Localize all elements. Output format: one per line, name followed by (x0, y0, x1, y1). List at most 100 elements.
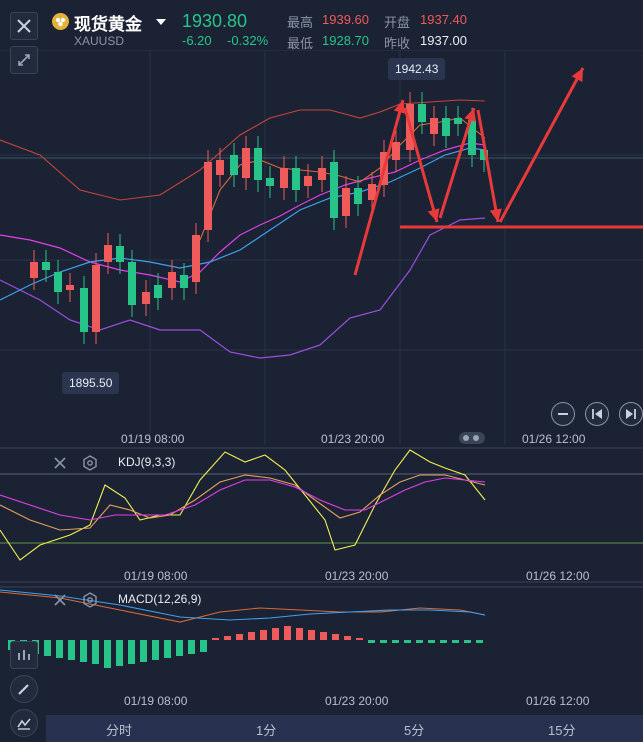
draw-button[interactable] (10, 675, 38, 703)
arrow-up-3 (498, 67, 585, 223)
coin-icon (52, 13, 69, 30)
arrow-down-1 (403, 107, 439, 223)
kdj-close-icon[interactable] (52, 455, 68, 476)
ma-blue (0, 147, 486, 301)
candle-body (468, 120, 476, 155)
macd-bar (344, 636, 351, 640)
candle-body (30, 262, 38, 278)
boll-upper (0, 99, 486, 201)
candle-body (230, 155, 238, 175)
candle-body (66, 285, 74, 290)
next-button[interactable] (619, 402, 643, 426)
macd-bar (392, 640, 399, 643)
candle-body (180, 275, 188, 288)
arrow-up-2-head (464, 108, 477, 122)
time-label: 01/26 12:00 (522, 432, 586, 446)
candle-body (80, 288, 88, 332)
zoom-out-button[interactable] (551, 402, 575, 426)
low-price-tag: 1895.50 (62, 372, 120, 394)
quote-header (0, 0, 643, 50)
prev-button[interactable] (585, 402, 609, 426)
time-label: 01/23 20:00 (321, 432, 385, 446)
arrow-down-2-head (489, 208, 502, 222)
candle-body (266, 178, 274, 186)
macd-bar (200, 640, 207, 652)
arrow-up-3-head (571, 68, 583, 82)
time-label: 01/23 20:00 (325, 694, 389, 708)
instrument-title[interactable]: 现货黄金 (74, 15, 142, 34)
candle-body (192, 235, 200, 282)
open-label: 开盘 (384, 15, 411, 30)
macd-bar (248, 632, 255, 640)
caret-down-icon[interactable] (156, 19, 166, 25)
macd-bar (152, 640, 159, 660)
macd-bar (452, 640, 459, 643)
macd-bar (236, 634, 243, 640)
macd-bar (92, 640, 99, 664)
macd-bar (260, 630, 267, 640)
price-chart[interactable] (0, 50, 643, 715)
kdj-label: KDJ(9,3,3) (118, 455, 176, 469)
time-label: 01/23 20:00 (325, 569, 389, 583)
macd-bar (140, 640, 147, 662)
arrow-up-2 (438, 107, 476, 219)
scroll-handle[interactable] (459, 432, 485, 444)
macd-bar (296, 628, 303, 640)
candle-body (342, 188, 350, 216)
macd-label: MACD(12,26,9) (118, 592, 202, 606)
macd-bar (68, 640, 75, 660)
tab-5min[interactable]: 5分 (404, 723, 425, 738)
indicator-button[interactable] (10, 709, 38, 737)
minus-icon (558, 413, 568, 415)
time-label: 01/19 08:00 (124, 694, 188, 708)
arrow-up-1 (353, 99, 405, 276)
macd-bar (284, 626, 291, 640)
candle-body (154, 285, 162, 298)
kdj-j-line (0, 477, 486, 521)
macd-bar (188, 640, 195, 654)
close-button[interactable] (10, 12, 38, 40)
macd-bar (212, 638, 219, 640)
macd-bar (308, 630, 315, 640)
candle-body (242, 148, 250, 178)
candle-body (254, 148, 262, 180)
macd-bar (416, 640, 423, 643)
tab-15min[interactable]: 15分 (548, 723, 576, 738)
candle-body (280, 168, 288, 188)
macd-bar (356, 638, 363, 640)
eye-button[interactable] (10, 641, 38, 669)
high-value: 1939.60 (322, 12, 369, 27)
tab-timeshare[interactable]: 分时 (106, 723, 133, 738)
candle-body (418, 104, 426, 122)
macd-settings-icon[interactable] (82, 592, 98, 613)
collapse-icon (18, 54, 30, 66)
arrow-up-1-head (393, 100, 406, 114)
macd-bar (464, 640, 471, 643)
pencil-icon (18, 684, 29, 695)
candle-body (330, 162, 338, 218)
collapse-button[interactable] (10, 46, 38, 74)
tab-1min[interactable]: 1分 (256, 723, 277, 738)
time-label: 01/26 12:00 (526, 569, 590, 583)
time-label: 01/19 08:00 (124, 569, 188, 583)
candle-body (42, 262, 50, 270)
time-label: 01/19 08:00 (121, 432, 185, 446)
candle-body (480, 150, 488, 160)
low-value: 1928.70 (322, 33, 369, 48)
candle-body (216, 160, 224, 175)
macd-close-icon[interactable] (52, 592, 68, 613)
high-label: 最高 (287, 15, 314, 30)
last-price: 1930.80 (182, 11, 248, 31)
candle-body (168, 272, 176, 288)
kdj-k-line (0, 449, 486, 561)
eye-icon (18, 650, 30, 660)
macd-bar (224, 636, 231, 640)
open-value: 1937.40 (420, 12, 467, 27)
close-icon (17, 19, 31, 33)
macd-bar (404, 640, 411, 643)
arrow-down-1-head (427, 208, 440, 222)
candle-body (104, 245, 112, 262)
kdj-settings-icon[interactable] (82, 455, 98, 476)
arrow-down-2 (476, 109, 500, 223)
prev-icon (592, 409, 602, 419)
